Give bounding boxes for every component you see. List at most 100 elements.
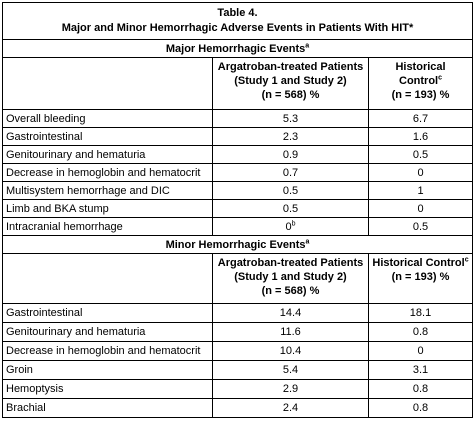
- header-text: (n = 568) %: [261, 89, 320, 101]
- header-line: Historical Controlc: [372, 256, 469, 270]
- section-heading-cell: Major Hemorrhagic Eventsa: [1, 39, 474, 58]
- column-header: Historical Controlc (n = 193) %: [367, 253, 474, 304]
- row-label: Decrease in hemoglobin and hematocrit: [2, 341, 213, 361]
- row-label: Limb and BKA stump: [2, 199, 213, 218]
- percentage: 6.7: [412, 112, 429, 125]
- value-cell: 0.5: [212, 181, 369, 200]
- percentage: 1.6: [412, 130, 429, 143]
- row-label: Brachial: [2, 398, 213, 418]
- table-subtitle: Major and Minor Hemorrhagic Adverse Even…: [61, 22, 414, 34]
- header-line: (n = 568) %: [216, 88, 365, 102]
- percentage: 0.8: [412, 326, 429, 338]
- percentage: 2.9: [282, 383, 299, 395]
- value-cell: 0: [367, 341, 474, 361]
- header-text: (n = 193) %: [391, 271, 450, 283]
- percentage: 0.5: [412, 220, 429, 233]
- section-heading-row: Major Hemorrhagic Eventsa: [1, 39, 474, 58]
- percentage: 5.4: [282, 364, 299, 376]
- percentage: 1: [417, 184, 424, 197]
- event-name: Gastrointestinal: [6, 130, 83, 143]
- row-label: Overall bleeding: [2, 109, 213, 128]
- event-name: Overall bleeding: [6, 112, 86, 125]
- section-heading-row: Minor Hemorrhagic Eventsa: [1, 235, 474, 254]
- percentage: 2.4: [282, 402, 299, 414]
- row-label: Groin: [2, 360, 213, 380]
- column-header: Historical Controlc (n = 193) %: [367, 57, 474, 110]
- value-cell: 0.8: [367, 322, 474, 342]
- percentage: 0.5: [282, 202, 299, 215]
- header-text: (n = 193) %: [391, 89, 450, 101]
- section-heading-footnote: a: [305, 41, 310, 49]
- data-row: Intracranial hemorrhage 0b 0.5: [2, 217, 474, 236]
- column-header-row: Argatroban-treated Patients (Study 1 and …: [2, 253, 474, 304]
- value-cell: 1.6: [367, 127, 474, 146]
- data-row: Decrease in hemoglobin and hematocrit 10.…: [2, 341, 474, 361]
- percentage: 0: [417, 166, 424, 179]
- header-line: (n = 568) %: [216, 284, 365, 298]
- value-cell: 6.7: [367, 109, 474, 128]
- value-cell: 0.9: [212, 145, 369, 164]
- value-cell: 0: [367, 163, 474, 182]
- value-cell: 2.4: [212, 398, 369, 418]
- percentage: 10.4: [279, 345, 302, 357]
- column-header-row: Argatroban-treated Patients (Study 1 and …: [2, 57, 474, 110]
- header-line: (Study 1 and Study 2): [216, 74, 365, 88]
- value-cell: 5.4: [212, 360, 369, 380]
- percentage: 0.5: [412, 148, 429, 161]
- header-line: Argatroban-treated Patients: [216, 60, 365, 74]
- value-cell: 5.3: [212, 109, 369, 128]
- data-row: Genitourinary and hematuria 0.9 0.5: [2, 145, 474, 164]
- header-text: Argatroban-treated Patients: [217, 61, 364, 73]
- header-line: Controlc: [372, 74, 469, 88]
- event-name: Hemoptysis: [6, 383, 64, 395]
- data-row: Gastrointestinal 14.4 18.1: [2, 303, 474, 323]
- value-cell: 0b: [212, 217, 369, 236]
- header-text: (n = 568) %: [261, 285, 320, 297]
- event-name: Genitourinary and hematuria: [6, 326, 146, 338]
- value-cell: 0.8: [367, 379, 474, 399]
- header-text: Argatroban-treated Patients: [217, 257, 364, 269]
- empty-header-cell: [2, 57, 213, 110]
- data-row: Multisystem hemorrhage and DIC 0.5 1: [2, 181, 474, 200]
- header-text: (Study 1 and Study 2): [234, 271, 347, 283]
- value-cell: 1: [367, 181, 474, 200]
- row-label: Decrease in hemoglobin and hematocrit: [2, 163, 213, 182]
- header-line: Historical: [372, 60, 469, 74]
- data-row: Hemoptysis 2.9 0.8: [2, 379, 474, 399]
- row-label: Genitourinary and hematuria: [2, 322, 213, 342]
- percentage: 0.8: [412, 383, 429, 395]
- hemorrhagic-events-table: Table 4. Major and Minor Hemorrhagic Adv…: [1, 2, 474, 418]
- value-cell: 0.5: [212, 199, 369, 218]
- percentage: 18.1: [409, 307, 432, 319]
- row-label: Gastrointestinal: [2, 303, 213, 323]
- value-cell: 0: [367, 199, 474, 218]
- event-name: Multisystem hemorrhage and DIC: [6, 184, 170, 197]
- row-label: Hemoptysis: [2, 379, 213, 399]
- title-cell: Table 4. Major and Minor Hemorrhagic Adv…: [1, 2, 474, 40]
- section-heading-cell: Minor Hemorrhagic Eventsa: [1, 235, 474, 254]
- percentage: 14.4: [279, 307, 302, 319]
- row-label: Multisystem hemorrhage and DIC: [2, 181, 213, 200]
- header-line: (n = 193) %: [372, 88, 469, 102]
- percentage: 11.6: [280, 326, 301, 338]
- title-row: Table 4. Major and Minor Hemorrhagic Adv…: [1, 2, 474, 40]
- event-name: Gastrointestinal: [6, 307, 83, 319]
- event-name: Brachial: [6, 402, 46, 414]
- event-name: Genitourinary and hematuria: [6, 148, 146, 161]
- section-heading: Minor Hemorrhagic Events: [165, 238, 306, 251]
- value-cell: 10.4: [212, 341, 369, 361]
- table-title: Table 4.: [217, 7, 258, 19]
- header-text-footnote: c: [438, 74, 443, 82]
- header-text: Historical: [395, 61, 446, 73]
- event-name: Decrease in hemoglobin and hematocrit: [6, 166, 201, 179]
- value-cell: 0.5: [367, 145, 474, 164]
- header-line: (Study 1 and Study 2): [216, 270, 365, 284]
- row-label: Intracranial hemorrhage: [2, 217, 213, 236]
- percentage: 2.3: [282, 130, 299, 143]
- percentage: 0.7: [282, 166, 299, 179]
- percentage: 0: [417, 202, 424, 215]
- data-row: Limb and BKA stump 0.5 0: [2, 199, 474, 218]
- value-cell: 18.1: [367, 303, 474, 323]
- percentage: 0.9: [282, 148, 299, 161]
